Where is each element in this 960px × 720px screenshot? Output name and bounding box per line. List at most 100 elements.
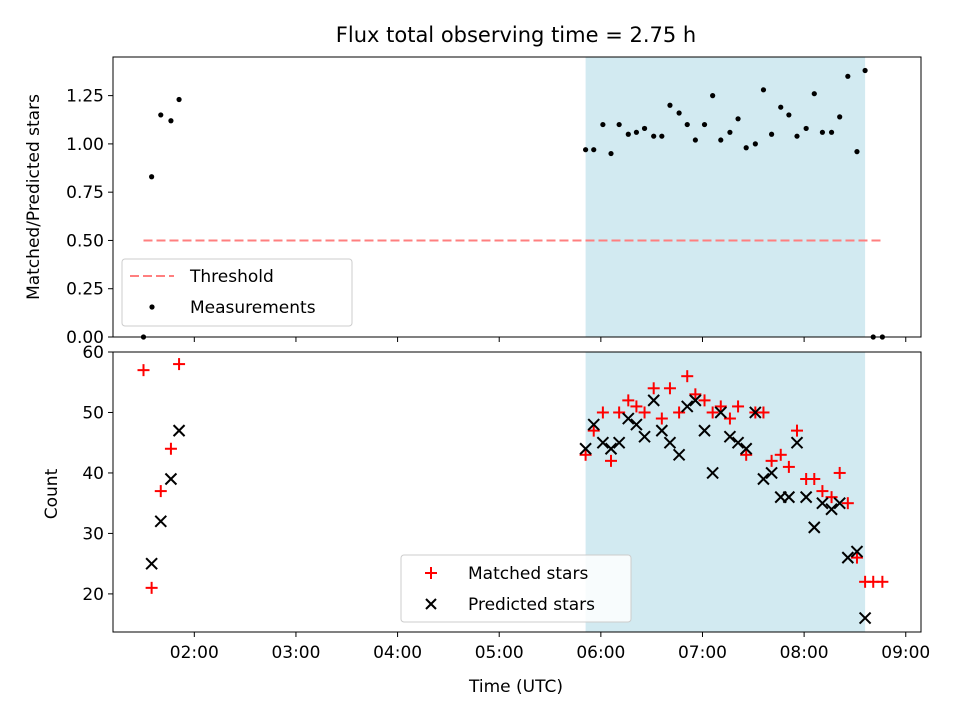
predicted-star-point — [596, 436, 610, 449]
matched-star-point — [732, 400, 745, 413]
predicted-star-point — [587, 418, 600, 431]
predicted-star-point — [579, 442, 592, 455]
matched-star-point — [723, 412, 736, 425]
legend-measurements-swatch — [149, 304, 155, 310]
top-y-tick-label: 1.00 — [66, 135, 104, 155]
matched-star-point — [740, 448, 753, 461]
matched-star-point — [622, 394, 635, 407]
predicted-star-point — [790, 436, 804, 449]
top-y-axis-label: Matched/Predicted stars — [24, 94, 44, 300]
matched-star-point — [579, 448, 592, 461]
matched-star-point — [655, 412, 668, 425]
top-y-axis-ticks: 0.00 0.25 0.50 0.75 1.00 1.25 — [66, 87, 113, 348]
matched-star-point — [850, 551, 863, 564]
chart-title: Flux total observing time = 2.75 h — [336, 23, 696, 47]
legend-predicted-label: Predicted stars — [468, 595, 595, 615]
measurement-point — [819, 129, 826, 135]
measurement-point — [837, 114, 843, 120]
matched-star-point — [605, 454, 618, 467]
bottom-legend-box — [400, 554, 632, 623]
predicted-star-point — [655, 424, 669, 437]
legend-threshold-label: Threshold — [189, 267, 274, 287]
legend-matched-swatch — [425, 567, 437, 579]
top-y-tick-label: 0.25 — [66, 280, 104, 300]
predicted-star-point — [723, 430, 737, 443]
matched-star-point — [841, 497, 854, 510]
measurement-point — [743, 145, 749, 151]
measurement-point — [659, 133, 665, 139]
predicted-star-point — [858, 611, 872, 625]
measurement-point — [600, 121, 606, 128]
top-shaded-span — [585, 57, 866, 337]
measurement-point — [158, 112, 164, 118]
measurement-point — [828, 129, 835, 135]
bottom-x-axis-ticks: 02:00 03:00 04:00 05:00 06:00 07:00 08:00 09:00 — [170, 632, 930, 663]
predicted-star-point — [172, 424, 186, 437]
measurement-point — [168, 118, 174, 124]
measurement-point — [752, 141, 758, 147]
legend-measurements-label: Measurements — [190, 298, 316, 318]
predicted-star-point — [689, 394, 702, 407]
matched-star-point — [663, 382, 676, 395]
matched-star-point — [808, 472, 821, 485]
matched-star-point — [630, 400, 643, 413]
top-y-tick-label: 0.75 — [66, 183, 104, 203]
matched-star-point — [825, 491, 838, 504]
top-y-tick-label: 0.00 — [66, 328, 104, 348]
matched-star-point — [698, 394, 711, 407]
measurement-point — [176, 96, 182, 103]
matched-star-point — [154, 485, 167, 498]
matched-star-point — [613, 406, 626, 419]
measurement-point — [591, 147, 597, 153]
x-tick-label: 04:00 — [373, 643, 422, 663]
predicted-star-point — [808, 521, 821, 534]
predicted-star-point — [164, 472, 178, 486]
matched-star-point — [689, 388, 702, 401]
matched-star-point — [173, 358, 186, 371]
measurement-point — [718, 137, 724, 143]
predicted-star-point — [825, 503, 838, 516]
predicted-star-point — [681, 400, 694, 413]
predicted-star-point — [749, 406, 762, 419]
legend-predicted-swatch — [425, 598, 437, 610]
predicted-star-point — [739, 442, 753, 455]
predicted-star-point — [612, 436, 626, 449]
x-tick-label: 06:00 — [576, 643, 625, 663]
matched-star-point — [833, 466, 846, 479]
measurement-point — [862, 67, 868, 74]
predicted-star-point — [757, 472, 770, 486]
top-legend-box — [121, 258, 353, 327]
x-tick-label: 02:00 — [170, 643, 219, 663]
measurement-point — [676, 110, 682, 116]
predicted-star-point — [604, 442, 618, 455]
measurement-point — [667, 102, 673, 108]
predicted-star-point — [663, 436, 677, 449]
matched-star-point — [782, 460, 795, 473]
matched-star-point — [791, 424, 804, 437]
predicted-star-point — [698, 424, 711, 437]
bottom-y-axis-ticks: 20 30 40 50 60 — [82, 343, 113, 605]
matched-star-point — [145, 581, 158, 594]
x-tick-label: 07:00 — [678, 643, 727, 663]
bottom-y-tick-label: 40 — [82, 464, 104, 484]
matched-star-point — [587, 424, 600, 437]
predicted-star-point — [630, 418, 643, 431]
x-tick-label: 08:00 — [780, 643, 829, 663]
bottom-y-tick-label: 50 — [82, 403, 104, 423]
matched-star-point — [596, 406, 609, 419]
matched-star-point — [774, 448, 787, 461]
measurement-point — [760, 87, 767, 93]
matched-star-point — [757, 406, 770, 419]
measurement-point — [633, 129, 640, 135]
bottom-axes-frame — [112, 351, 922, 633]
predicted-star-point — [672, 448, 686, 462]
matched-star-point — [714, 400, 727, 413]
predicted-star-point — [154, 515, 167, 528]
measurement-point — [794, 133, 800, 139]
matched-star-point — [647, 382, 660, 395]
predicted-star-point — [850, 545, 864, 558]
predicted-star-point — [145, 557, 158, 570]
predicted-star-point — [647, 394, 660, 407]
matched-star-point — [706, 406, 719, 419]
